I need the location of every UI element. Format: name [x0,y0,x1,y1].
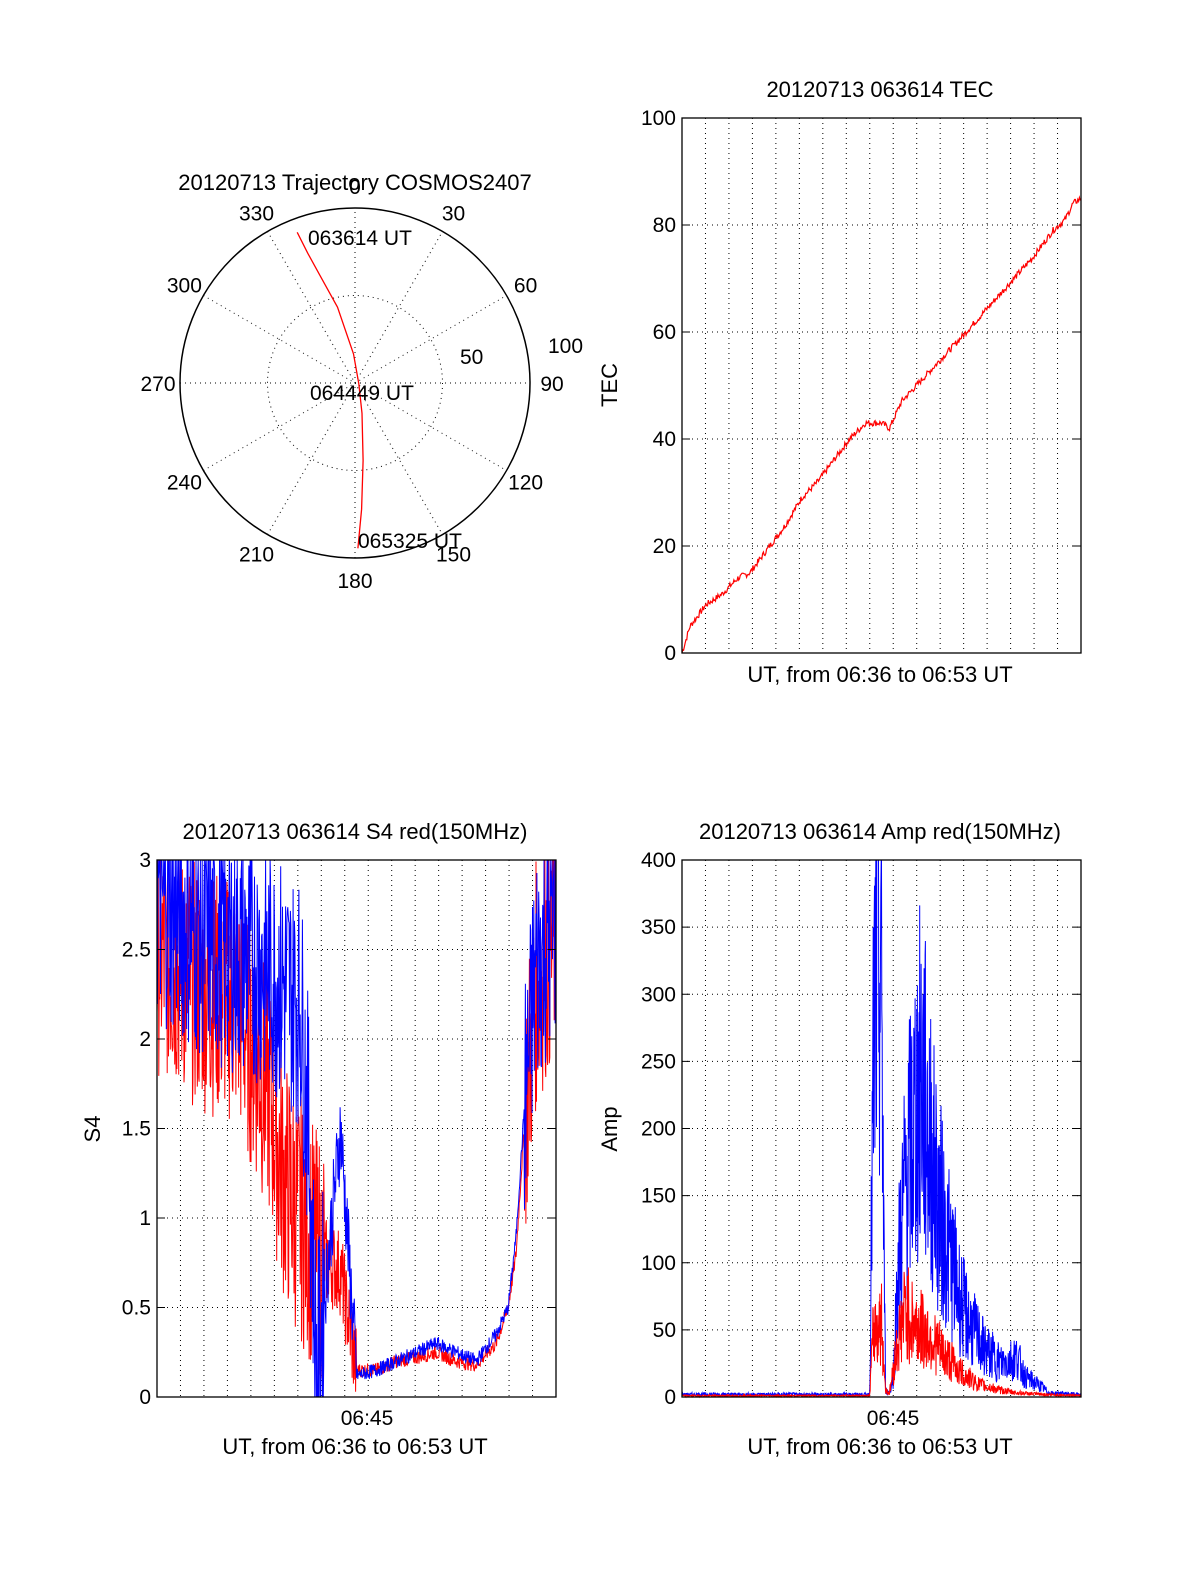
y-tick-label: 0 [664,642,676,665]
s4-xtick-0645: 06:45 [341,1407,394,1430]
y-tick-label: 20 [653,535,676,558]
series-line [156,859,557,1392]
azimuth-label: 150 [436,544,471,567]
y-tick-label: 100 [641,107,676,130]
azimuth-label: 120 [508,472,543,495]
azimuth-label: 240 [167,472,202,495]
amp-ylabel: Amp [597,1106,622,1151]
y-tick-label: 1.5 [122,1118,151,1141]
azimuth-label: 300 [167,275,202,298]
radial-label-100: 100 [548,335,583,358]
amp-xlabel: UT, from 06:36 to 06:53 UT [747,1434,1012,1459]
tec-xlabel: UT, from 06:36 to 06:53 UT [747,662,1012,687]
y-tick-label: 2 [139,1028,151,1051]
azimuth-label: 180 [337,570,372,593]
series-line [681,195,1082,654]
tec-chart: 20120713 063614 TEC UT, from 06:36 to 06… [597,77,1082,687]
s4-ylabel: S4 [80,1116,105,1143]
s4-title: 20120713 063614 S4 red(150MHz) [183,819,528,844]
azimuth-label: 60 [514,275,537,298]
y-tick-label: 50 [653,1319,676,1342]
s4-xlabel: UT, from 06:36 to 06:53 UT [222,1434,487,1459]
y-tick-label: 2.5 [122,939,151,962]
polar-spoke [267,231,443,535]
y-tick-label: 100 [641,1252,676,1275]
tec-ylabel: TEC [597,363,622,407]
azimuth-label: 90 [540,373,563,396]
amp-y-ticks: 0 50 100 150 200 250 300 350 400 [641,849,1081,1409]
s4-chart: 20120713 063614 S4 red(150MHz) UT, from … [80,819,557,1459]
azimuth-label: 0 [349,176,361,199]
time-label-start: 063614 UT [308,227,412,250]
amp-xtick-0645: 06:45 [867,1407,920,1430]
tec-title: 20120713 063614 TEC [766,77,993,102]
tec-plot-frame [681,117,1082,654]
time-label-end: 065325 UT [358,530,462,553]
azimuth-label: 210 [239,544,274,567]
s4-y-ticks: 0 0.5 1 1.5 2 2.5 3 [122,849,556,1409]
amp-title: 20120713 063614 Amp red(150MHz) [699,819,1061,844]
tec-y-ticks: 0 20 40 60 80 100 [641,107,1081,665]
tec-series [681,195,1082,654]
y-tick-label: 40 [653,428,676,451]
y-tick-label: 350 [641,916,676,939]
amp-chart: 20120713 063614 Amp red(150MHz) UT, from… [597,819,1082,1459]
trajectory-line [296,232,364,549]
series-line [681,1267,1082,1399]
y-tick-label: 3 [139,849,151,872]
y-tick-label: 300 [641,983,676,1006]
y-tick-label: 1 [139,1207,151,1230]
polar-title: 20120713 Trajectory COSMOS2407 [178,170,531,195]
y-tick-label: 60 [653,321,676,344]
trajectory-polar-chart: 20120713 Trajectory COSMOS2407 0 30 60 90 12… [140,170,583,593]
azimuth-label: 30 [442,202,465,225]
y-tick-label: 250 [641,1050,676,1073]
y-tick-label: 0 [664,1386,676,1409]
y-tick-label: 150 [641,1185,676,1208]
y-tick-label: 0.5 [122,1297,151,1320]
azimuth-label: 330 [239,202,274,225]
polar-series [296,232,364,549]
tec-grid [682,118,1081,653]
amp-plot-frame [681,859,1082,1398]
time-label-mid: 064449 UT [310,382,414,405]
s4-plot-frame [156,859,557,1398]
y-tick-label: 400 [641,849,676,872]
radial-label-50: 50 [460,346,483,369]
series-line [156,859,557,1398]
amp-series [681,859,1082,1399]
y-tick-label: 0 [139,1386,151,1409]
y-tick-label: 80 [653,214,676,237]
polar-grid [179,207,531,559]
y-tick-label: 200 [641,1118,676,1141]
polar-labels: 0 30 60 90 120 150 180 210 240 270 300 330 50 100 [140,176,583,593]
polar-inner-ring [267,295,443,471]
azimuth-label: 270 [140,373,175,396]
s4-series [156,859,557,1398]
